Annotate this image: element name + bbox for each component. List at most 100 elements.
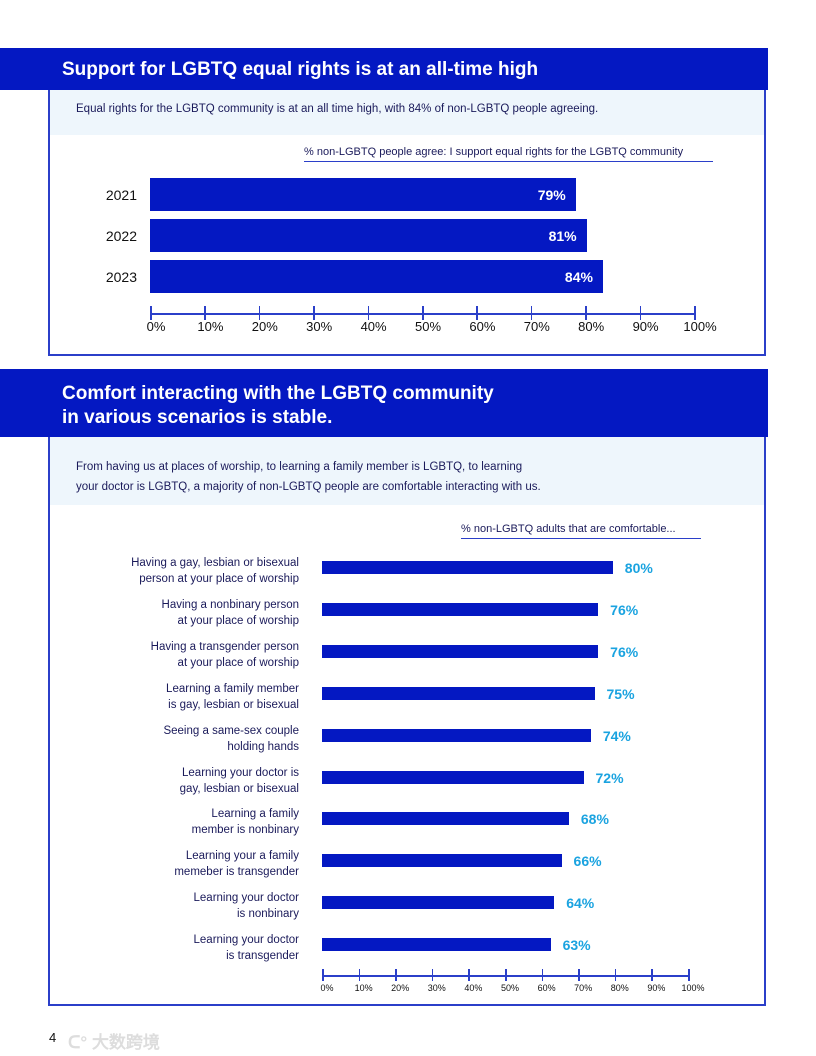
axis-tick	[367, 306, 370, 320]
axis-tick	[422, 306, 424, 320]
section1-header: Support for LGBTQ equal rights is at an …	[0, 48, 768, 90]
section1-box: Equal rights for the LGBTQ community is …	[48, 90, 766, 356]
axis-tick	[688, 969, 690, 981]
section2-box: From having us at places of worship, to …	[48, 437, 766, 1006]
bar-value-label: 64%	[566, 895, 595, 912]
axis-tick	[313, 306, 315, 320]
year-label: 2022	[105, 228, 137, 244]
tick-label: 70%	[523, 319, 550, 334]
axis-tick	[150, 306, 152, 320]
category-label-line: Having a gay, lesbian or bisexual	[131, 557, 299, 569]
section1-title: Support for LGBTQ equal rights is at an …	[62, 59, 539, 80]
section2-subtitle-line2: your doctor is LGBTQ, a majority of non-…	[76, 481, 541, 493]
tick-label: 100%	[683, 319, 717, 334]
watermark: ᑕ° 大数跨境	[68, 1033, 160, 1052]
tick-label: 90%	[632, 319, 659, 334]
tick-label: 10%	[354, 983, 373, 993]
category-label-line: Seeing a same-sex couple	[163, 724, 299, 737]
bar	[322, 854, 562, 868]
tick-label: 30%	[306, 319, 333, 334]
bar	[322, 644, 599, 658]
category-label: Having a gay, lesbian or bisexual person …	[131, 555, 299, 587]
category-label-line: Learning your a family	[185, 850, 299, 863]
section1-subtitle: Equal rights for the LGBTQ community is …	[50, 90, 764, 135]
tick-label: 80%	[610, 983, 629, 993]
bar	[150, 260, 603, 293]
category-label-line: at your place of worship	[177, 614, 299, 627]
tick-label: 40%	[464, 983, 483, 993]
tick-label: 20%	[251, 319, 278, 334]
category-label-line: Having a nonbinary person	[161, 598, 299, 611]
bar	[322, 812, 569, 826]
bar	[150, 178, 576, 211]
category-label: Learning a family member is nonbinary	[192, 806, 299, 838]
axis-tick	[651, 969, 653, 981]
year-label: 2021	[105, 187, 137, 203]
axis-tick	[204, 306, 206, 320]
axis-tick	[614, 969, 617, 981]
category-label-line: holding hands	[227, 740, 299, 753]
category-label-line: is gay, lesbian or bisexual	[168, 698, 299, 711]
bar-value-label: 75%	[606, 685, 635, 702]
tick-label: 20%	[391, 983, 410, 993]
bar-value-label: 79%	[537, 187, 566, 203]
category-label-line: Learning your doctor	[193, 934, 299, 947]
axis-tick	[505, 969, 507, 981]
year-label: 2023	[105, 269, 137, 285]
section2-title-line1: Comfort interacting with the LGBTQ commu…	[62, 383, 494, 404]
tick-label: 100%	[681, 983, 705, 993]
axis-tick	[530, 306, 533, 320]
bar	[322, 938, 551, 952]
category-label: Learning your a family memeber is transge…	[174, 848, 299, 880]
tick-label: 80%	[578, 319, 605, 334]
bar-value-label: 81%	[548, 228, 577, 244]
bar-value-label: 72%	[595, 769, 624, 786]
tick-label: 30%	[427, 983, 446, 993]
category-label-line: at your place of worship	[177, 656, 299, 669]
category-label-line: person at your place of worship	[139, 573, 299, 585]
bar-value-label: 74%	[602, 727, 631, 744]
section2-title-line2: in various scenarios is stable.	[62, 407, 333, 428]
bar-value-label: 66%	[573, 853, 602, 870]
category-label: Seeing a same-sex couple holding hands	[163, 723, 299, 755]
category-label-line: member is nonbinary	[191, 824, 299, 837]
category-label: Learning your doctor is nonbinary	[194, 890, 299, 922]
tick-label: 0%	[320, 983, 334, 993]
tick-label: 50%	[414, 319, 442, 334]
tick-label: 60%	[469, 319, 496, 334]
section2-subtitle: From having us at places of worship, to …	[50, 437, 764, 505]
axis-tick	[358, 969, 361, 981]
category-label-line: Learning your doctor is	[182, 766, 299, 779]
axis-tick	[578, 969, 580, 981]
section2-subtitle-line1: From having us at places of worship, to …	[76, 461, 523, 473]
category-label-line: gay, lesbian or bisexual	[179, 782, 299, 795]
axis-tick	[541, 969, 544, 981]
bar-value-label: 63%	[562, 937, 591, 954]
chart1-caption: % non-LGBTQ people agree: I support equa…	[304, 146, 713, 162]
bar-value-label: 68%	[580, 811, 609, 828]
bar-value-label: 76%	[610, 601, 639, 618]
tick-label: 10%	[197, 319, 224, 334]
category-label-line: is nonbinary	[236, 908, 299, 921]
category-label: Learning your doctor is gay, lesbian or b…	[180, 765, 299, 797]
watermark-text: 大数跨境	[91, 1033, 160, 1052]
bar	[322, 896, 555, 910]
section2-header: Comfort interacting with the LGBTQ commu…	[0, 369, 768, 437]
category-label-line: is transgender	[226, 950, 299, 963]
bar-value-label: 76%	[610, 643, 639, 660]
bar	[322, 561, 613, 574]
axis-tick	[431, 969, 434, 981]
tick-label: 0%	[146, 319, 166, 334]
tick-label: 70%	[574, 983, 593, 993]
tick-label: 60%	[537, 983, 556, 993]
axis-tick	[395, 969, 397, 981]
tick-label: 90%	[647, 983, 666, 993]
chart2-caption: % non-LGBTQ adults that are comfortable.…	[461, 523, 701, 539]
bar	[322, 728, 591, 742]
category-label: Having a nonbinary person at your place o…	[162, 597, 299, 629]
page-number: 4	[49, 1030, 57, 1045]
tick-label: 50%	[500, 983, 520, 993]
category-label-line: Learning a family member	[166, 682, 299, 695]
category-label-line: Learning your doctor	[193, 892, 299, 905]
bar	[322, 686, 595, 700]
